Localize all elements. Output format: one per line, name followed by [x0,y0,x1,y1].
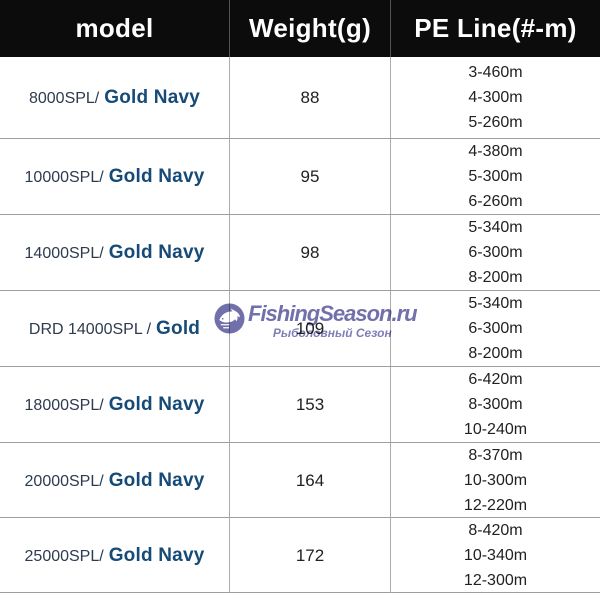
model-value: 14000SPL/Gold Navy [25,242,205,264]
model-prefix: 10000SPL/ [24,168,104,186]
column-header-pe-line: PE Line(#-m) [390,0,600,57]
table-row: 25000SPL/Gold Navy 172 8-420m 10-340m 12-3… [0,518,600,593]
model-value: DRD 14000SPL / Gold [29,318,200,340]
model-cell: 25000SPL/Gold Navy [0,518,229,593]
model-cell: 8000SPL/Gold Navy [0,57,229,138]
pe-line-value: 6-260m [468,193,523,210]
model-cell: DRD 14000SPL / Gold [0,291,229,366]
table-body: 8000SPL/Gold Navy 88 3-460m 4-300m 5-260m … [0,57,600,593]
pe-line-value: 5-300m [468,168,523,185]
weight-cell: 88 [229,57,390,138]
pe-line-cell: 6-420m 8-300m 10-240m [390,367,600,442]
table-row: 10000SPL/Gold Navy 95 4-380m 5-300m 6-260m [0,139,600,215]
table-row: 20000SPL/Gold Navy 164 8-370m 10-300m 12-2… [0,443,600,518]
model-color-name: Gold Navy [108,393,205,415]
pe-line-value: 5-340m [468,219,523,236]
weight-cell: 172 [229,518,390,593]
model-cell: 20000SPL/Gold Navy [0,443,229,518]
weight-cell: 164 [229,443,390,518]
pe-line-cell: 8-420m 10-340m 12-300m [390,518,600,593]
pe-line-value: 12-220m [463,497,528,514]
pe-line-value: 3-460m [468,64,523,81]
pe-line-value: 8-300m [468,396,523,413]
model-value: 18000SPL/Gold Navy [25,394,205,416]
model-color-name: Gold Navy [108,165,205,187]
pe-line-value: 5-340m [468,295,523,312]
pe-line-value: 8-200m [468,345,523,362]
model-value: 10000SPL/Gold Navy [25,166,205,188]
pe-line-value: 4-300m [468,89,523,106]
pe-line-value: 8-370m [468,447,523,464]
model-prefix: DRD 14000SPL / [28,320,152,338]
pe-line-value: 10-240m [463,421,528,438]
pe-line-cell: 4-380m 5-300m 6-260m [390,139,600,214]
model-color-name: Gold Navy [108,241,205,263]
pe-line-value: 6-300m [468,320,523,337]
pe-line-value: 12-300m [463,572,528,589]
column-header-weight: Weight(g) [229,0,390,57]
model-color-name: Gold Navy [108,544,205,566]
model-cell: 10000SPL/Gold Navy [0,139,229,214]
pe-line-value: 8-200m [468,269,523,286]
table-row: 18000SPL/Gold Navy 153 6-420m 8-300m 10-24… [0,367,600,443]
model-color-name: Gold Navy [104,86,201,108]
weight-cell: 153 [229,367,390,442]
pe-line-cell: 5-340m 6-300m 8-200m [390,215,600,290]
pe-line-value: 10-340m [463,547,528,564]
pe-line-value: 6-420m [468,371,523,388]
pe-line-value: 8-420m [468,522,523,539]
model-value: 8000SPL/Gold Navy [29,87,200,109]
model-prefix: 18000SPL/ [24,396,104,414]
model-color-name: Gold Navy [108,469,205,491]
pe-line-cell: 3-460m 4-300m 5-260m [390,57,600,138]
model-cell: 14000SPL/Gold Navy [0,215,229,290]
model-prefix: 14000SPL/ [24,244,104,262]
table-row: 8000SPL/Gold Navy 88 3-460m 4-300m 5-260m [0,57,600,139]
weight-cell: 98 [229,215,390,290]
model-prefix: 8000SPL/ [28,89,100,107]
weight-cell: 109 [229,291,390,366]
column-header-model: model [75,13,154,43]
pe-line-cell: 8-370m 10-300m 12-220m [390,443,600,518]
model-color-name: Gold [156,317,201,339]
model-value: 25000SPL/Gold Navy [25,545,205,567]
table-header-row: model Weight(g) PE Line(#-m) [0,0,600,57]
pe-line-cell: 5-340m 6-300m 8-200m [390,291,600,366]
pe-line-value: 10-300m [463,472,528,489]
model-value: 20000SPL/Gold Navy [25,470,205,492]
table-row: 14000SPL/Gold Navy 98 5-340m 6-300m 8-200m [0,215,600,291]
pe-line-value: 5-260m [468,114,523,131]
table-row: DRD 14000SPL / Gold 109 5-340m 6-300m 8-200… [0,291,600,367]
weight-cell: 95 [229,139,390,214]
model-prefix: 25000SPL/ [24,547,104,565]
model-prefix: 20000SPL/ [24,472,104,490]
pe-line-value: 4-380m [468,143,523,160]
pe-line-value: 6-300m [468,244,523,261]
model-cell: 18000SPL/Gold Navy [0,367,229,442]
